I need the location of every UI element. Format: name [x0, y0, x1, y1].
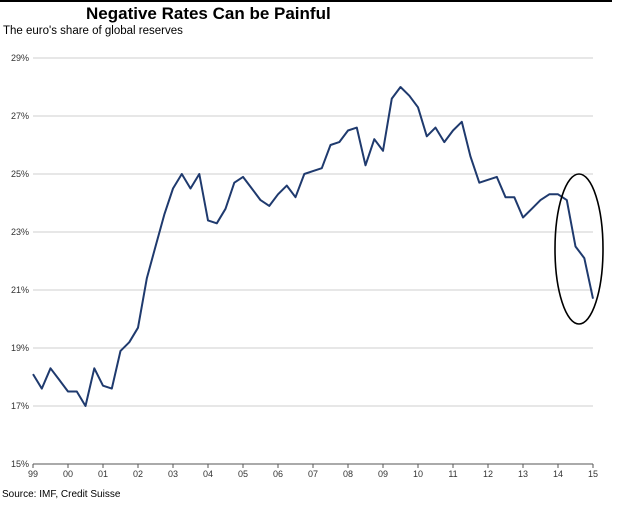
x-tick-label: 01 — [98, 469, 108, 479]
x-tick-label: 03 — [168, 469, 178, 479]
y-tick-label: 29% — [11, 53, 29, 63]
source-note: Source: IMF, Credit Suisse — [2, 489, 121, 500]
x-tick-label: 13 — [518, 469, 528, 479]
y-tick-label: 25% — [11, 169, 29, 179]
x-tick-label: 12 — [483, 469, 493, 479]
y-tick-label: 21% — [11, 285, 29, 295]
series-line — [32, 86, 594, 407]
x-tick-label: 10 — [413, 469, 423, 479]
title-rule — [0, 0, 612, 2]
x-tick-label: 07 — [308, 469, 318, 479]
chart-subtitle: The euro's share of global reserves — [3, 25, 183, 37]
x-tick-label: 06 — [273, 469, 283, 479]
series-lines — [32, 86, 594, 407]
x-axis — [32, 463, 594, 468]
y-tick-label: 23% — [11, 227, 29, 237]
x-axis-ticks: 99 00 01 02 03 04 05 06 07 08 09 10 11 12 13 14 15 — [28, 469, 598, 479]
x-tick-label: 15 — [588, 469, 598, 479]
x-tick-label: 11 — [448, 469, 457, 479]
y-tick-label: 27% — [11, 111, 29, 121]
x-tick-label: 09 — [378, 469, 388, 479]
highlight-ellipse — [554, 173, 604, 325]
x-tick-label: 00 — [63, 469, 73, 479]
y-axis-ticks: 15% 17% 19% 21% 23% 25% 27% 29% — [11, 53, 29, 469]
y-tick-label: 15% — [11, 459, 29, 469]
x-tick-label: 14 — [553, 469, 563, 479]
x-tick-label: 05 — [238, 469, 248, 479]
x-tick-label: 02 — [133, 469, 143, 479]
y-tick-label: 17% — [11, 401, 29, 411]
y-tick-label: 19% — [11, 343, 29, 353]
x-tick-label: 99 — [28, 469, 38, 479]
chart-title: Negative Rates Can be Painful — [86, 4, 331, 23]
gridlines — [33, 57, 593, 407]
x-tick-label: 04 — [203, 469, 213, 479]
x-tick-label: 08 — [343, 469, 353, 479]
